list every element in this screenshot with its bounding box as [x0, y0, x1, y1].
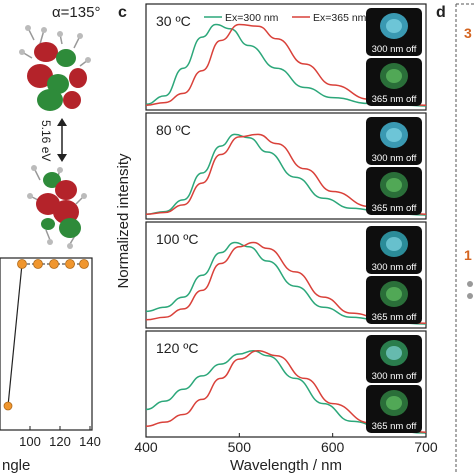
x-tick-label: 500: [228, 439, 252, 455]
molecule-top-render: [19, 25, 91, 111]
mini-plot-frame: [0, 257, 93, 431]
x-tick-label: 400: [134, 439, 158, 455]
mini-plot-point: [3, 401, 13, 411]
luminescence-photo: 365 nm off: [366, 58, 422, 106]
luminescence-photo: 365 nm off: [366, 385, 422, 433]
transition-arrow: [57, 118, 67, 162]
spectrum-subpanel: 100 ºC 300 nm off 365 nm off: [145, 221, 427, 329]
mini-plot-point: [49, 259, 59, 269]
panel-d-marker: [467, 293, 473, 299]
luminescence-photo: 365 nm off: [366, 276, 422, 324]
series-line-ex300: [145, 349, 427, 434]
subpanel-frame: [145, 112, 427, 220]
x-axis-label: Wavelength / nm: [230, 457, 342, 474]
subpanel-frame: [145, 221, 427, 329]
photo-label: 300 nm off: [372, 262, 417, 273]
mini-tick-label: 100: [19, 434, 41, 449]
mini-plot: 100 120 140 ngle: [0, 257, 101, 474]
spectra-stack: 30 ºC 300 nm off 365 nm off 80 ºC 300 nm off…: [145, 3, 427, 438]
panel-d-fragment: 3: [464, 25, 472, 41]
luminescence-photo: 365 nm off: [366, 167, 422, 215]
mini-plot-point: [79, 259, 89, 269]
spectrum-subpanel: 30 ºC 300 nm off 365 nm off: [145, 3, 427, 111]
legend-label-ex300: Ex=300 nm: [225, 12, 279, 24]
x-axis-ticks: 400 500 600 700: [134, 433, 438, 455]
series-line-ex365: [145, 241, 427, 324]
photo-label: 365 nm off: [372, 94, 417, 105]
mini-plot-point: [65, 259, 75, 269]
temperature-label: 80 ºC: [156, 122, 191, 138]
x-tick-label: 700: [414, 439, 438, 455]
x-tick-label: 600: [321, 439, 345, 455]
mini-xlabel: ngle: [2, 457, 30, 474]
luminescence-photo: 300 nm off: [366, 8, 422, 56]
photo-label: 365 nm off: [372, 421, 417, 432]
series-line-ex300: [145, 241, 427, 325]
mini-plot-jump-line: [7, 263, 23, 407]
mini-plot-point: [33, 259, 43, 269]
photo-label: 365 nm off: [372, 312, 417, 323]
luminescence-photo: 300 nm off: [366, 335, 422, 383]
temperature-label: 120 ºC: [156, 340, 198, 356]
panel-letter-d: d: [436, 4, 446, 21]
temperature-label: 30 ºC: [156, 13, 191, 29]
photo-label: 300 nm off: [372, 44, 417, 55]
photo-label: 300 nm off: [372, 153, 417, 164]
legend-label-ex365: Ex=365 nm: [313, 12, 367, 24]
subpanel-frame: [145, 3, 427, 111]
energy-label: 5.16 eV: [39, 120, 53, 161]
subpanel-frame: [145, 330, 427, 438]
luminescence-photo: 300 nm off: [366, 226, 422, 274]
series-line-ex300: [145, 133, 427, 216]
temperature-label: 100 ºC: [156, 231, 198, 247]
spectrum-subpanel: 80 ºC 300 nm off 365 nm off: [145, 112, 427, 220]
luminescence-photo: 300 nm off: [366, 117, 422, 165]
panel-letter-c: c: [118, 4, 127, 21]
mini-tick-label: 120: [49, 434, 71, 449]
y-axis-label: Normalized intensity: [115, 153, 132, 289]
panel-d-marker: [467, 281, 473, 287]
spectrum-subpanel: 120 ºC 300 nm off 365 nm off: [145, 330, 427, 438]
legend: Ex=300 nm Ex=365 nm: [204, 12, 367, 24]
photo-label: 300 nm off: [372, 371, 417, 382]
molecule-bottom-render: [27, 165, 87, 249]
mini-tick-label: 140: [79, 434, 101, 449]
alpha-label: α=135°: [52, 4, 100, 21]
photo-label: 365 nm off: [372, 203, 417, 214]
mini-plot-point: [17, 259, 27, 269]
panel-d-fragment: 1: [464, 247, 472, 263]
